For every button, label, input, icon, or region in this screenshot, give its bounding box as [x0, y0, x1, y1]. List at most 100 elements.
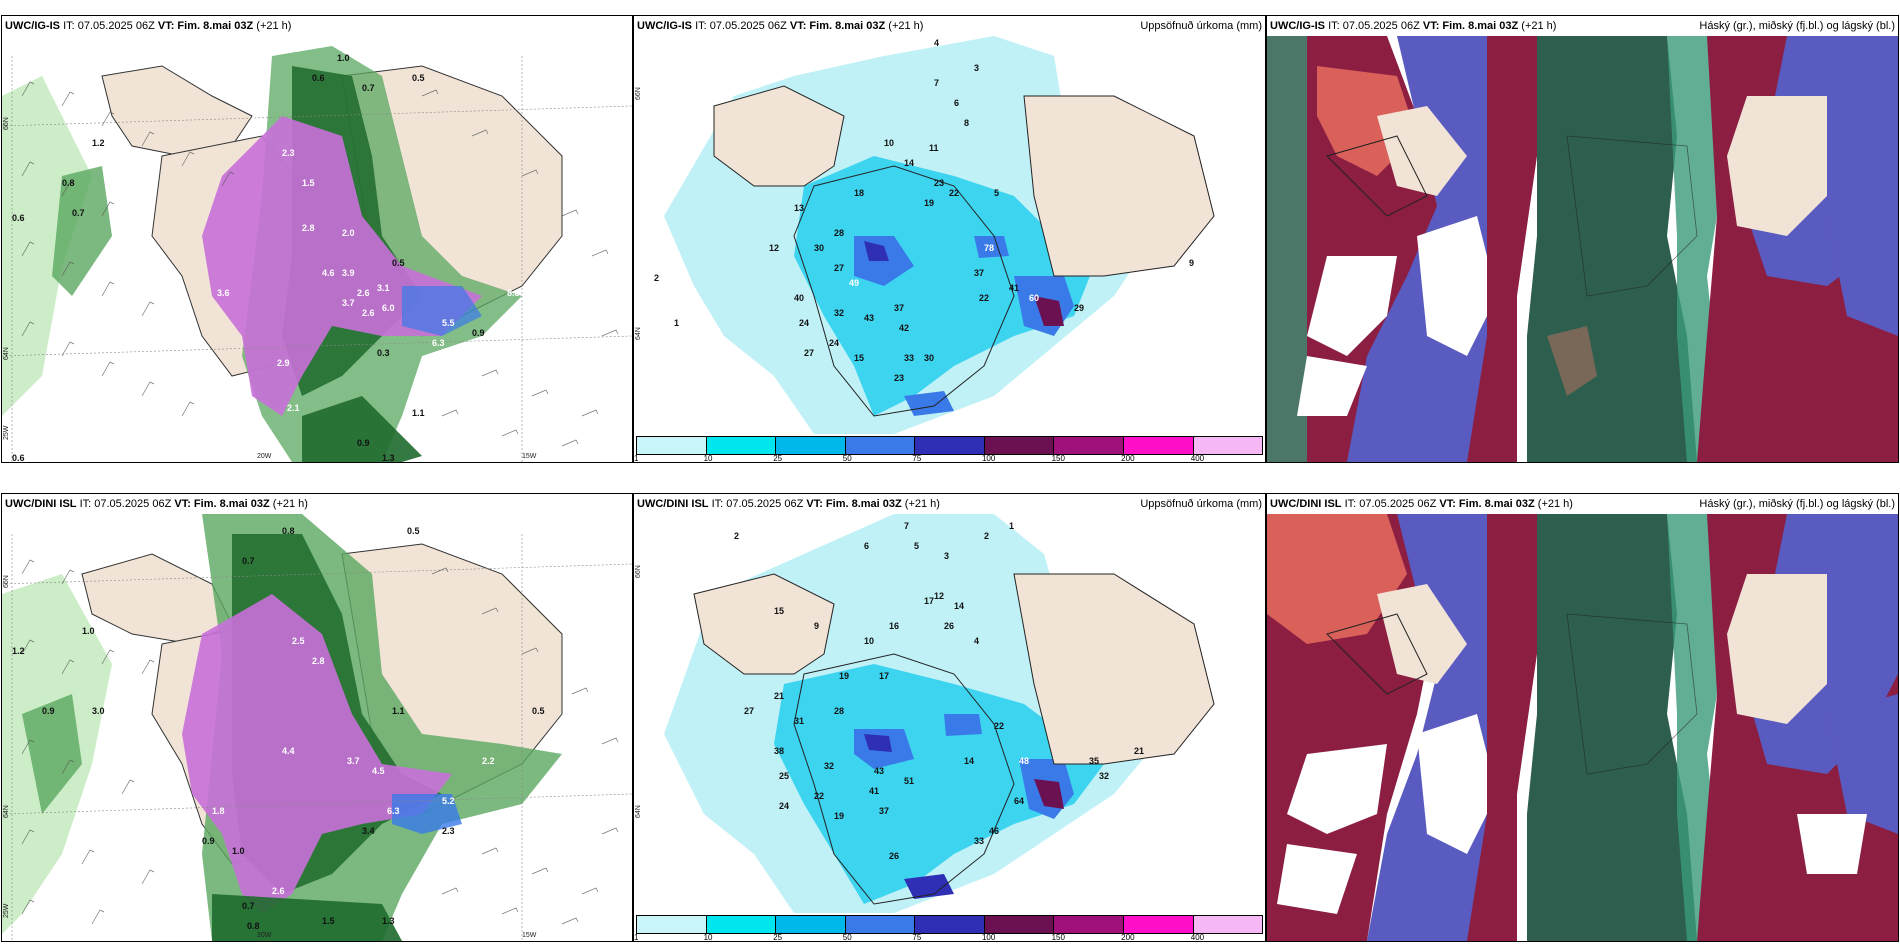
legend-label: 1: [634, 454, 639, 463]
legend-swatch: [1193, 916, 1263, 933]
wind-value: 3.7: [347, 756, 360, 766]
legend-label: 25: [773, 454, 783, 463]
panel-header: UWC/DINI ISL IT: 07.05.2025 06Z VT: Fim.…: [2, 494, 632, 514]
precip-value: 3: [944, 551, 949, 561]
panel-header: UWC/DINI ISL IT: 07.05.2025 06Z VT: Fim.…: [634, 494, 1265, 514]
precip-value: 32: [834, 308, 844, 318]
precip-value: 29: [1074, 303, 1084, 313]
wind-value: 6.0: [382, 303, 395, 313]
lead-time: (+21 h): [1521, 20, 1557, 32]
precip-value: 16: [889, 621, 899, 631]
lat-label: 66N: [3, 575, 10, 588]
model-name: UWC/IG-IS: [637, 20, 692, 32]
lat-label: 64N: [635, 327, 642, 340]
precip-value: 27: [834, 263, 844, 273]
cloud-title: Háský (gr.), miðský (fj.bl.) og lágský (…: [1699, 498, 1895, 510]
wind-value: 0.6: [12, 213, 25, 223]
wind-value: 2.9: [277, 358, 290, 368]
cloud-map-svg: [1267, 36, 1898, 462]
wind-value: 5.2: [442, 796, 455, 806]
wind-value: 0.3: [377, 348, 390, 358]
precip-value: 48: [1019, 756, 1029, 766]
precip-value: 17: [924, 596, 934, 606]
precip-value: 6: [864, 541, 869, 551]
wind-value: 5.5: [442, 318, 455, 328]
legend-swatch: [706, 916, 777, 933]
precip-value: 24: [799, 318, 809, 328]
wind-map[interactable]: 0.8 0.7 0.5 1.0 1.2 0.9 3.0 2.5 2.8 4.4 …: [2, 514, 632, 941]
precip-value: 6: [954, 98, 959, 108]
wind-value: 0.6: [12, 453, 25, 462]
wind-value: 4.5: [372, 766, 385, 776]
wind-value: 1.1: [392, 706, 405, 716]
precip-value: 64: [1014, 796, 1024, 806]
precip-value: 15: [774, 606, 784, 616]
wind-value: 1.0: [337, 53, 350, 63]
wind-value: 0.6: [312, 73, 325, 83]
lat-label: 64N: [3, 805, 10, 818]
legend-label: 75: [912, 933, 922, 942]
wind-value: 6.3: [432, 338, 445, 348]
cloud-title: Háský (gr.), miðský (fj.bl.) og lágský (…: [1699, 20, 1895, 32]
precip-map[interactable]: 4 7 3 6 8 10 11 14 23 22 19 28 30 27 40 …: [634, 36, 1265, 434]
precip-value: 25: [779, 771, 789, 781]
legend-label: 400: [1190, 933, 1205, 942]
wind-value: 1.3: [382, 453, 395, 462]
wind-value: 2.3: [282, 148, 295, 158]
precip-value: 22: [814, 791, 824, 801]
precip-value: 28: [834, 228, 844, 238]
precip-value: 9: [814, 621, 819, 631]
legend-label: 50: [842, 933, 852, 942]
legend-label: 200: [1121, 454, 1135, 463]
cloud-map[interactable]: [1267, 36, 1898, 462]
wind-value: 2.1: [287, 403, 300, 413]
model-name: UWC/IG-IS: [1270, 20, 1325, 32]
legend-swatch: [637, 916, 707, 933]
legend-label: 10: [703, 933, 713, 942]
precip-map-svg: 4 7 3 6 8 10 11 14 23 22 19 28 30 27 40 …: [634, 36, 1265, 434]
legend-label: 150: [1051, 454, 1065, 463]
precip-value: 8: [964, 118, 969, 128]
panel-wind-precip-row2: UWC/DINI ISL IT: 07.05.2025 06Z VT: Fim.…: [1, 493, 633, 942]
precip-value: 14: [964, 756, 974, 766]
precip-value: 19: [924, 198, 934, 208]
wind-value: 2.6: [357, 288, 370, 298]
valid-time: VT: Fim. 8.mai 03Z: [1439, 498, 1535, 510]
legend-swatch: [1054, 437, 1124, 454]
precip-map-svg: 2 7 6 5 3 2 1 12 14 17 26 16 10 4 15 9 2…: [634, 514, 1265, 913]
panel-header: UWC/IG-IS IT: 07.05.2025 06Z VT: Fim. 8.…: [2, 16, 632, 36]
wind-map-svg: 0.8 0.7 0.5 1.0 1.2 0.9 3.0 2.5 2.8 4.4 …: [2, 514, 632, 941]
precip-value: 7: [904, 521, 909, 531]
legend-label: 75: [912, 454, 922, 463]
init-time: IT: 07.05.2025 06Z: [79, 498, 172, 510]
legend-swatches: [636, 436, 1263, 455]
wind-value: 2.8: [302, 223, 315, 233]
wind-value: 1.8: [212, 806, 225, 816]
wind-value: 2.8: [312, 656, 325, 666]
wind-value: 4.6: [322, 268, 335, 278]
precip-value: 26: [889, 851, 899, 861]
precip-value: 28: [834, 706, 844, 716]
precip-value: 19: [839, 671, 849, 681]
wind-value: 0.7: [362, 83, 375, 93]
wind-value: 0.8: [282, 526, 295, 536]
panel-clouds-row2: UWC/DINI ISL IT: 07.05.2025 06Z VT: Fim.…: [1266, 493, 1899, 942]
wind-map[interactable]: 1.0 0.6 0.5 0.7 2.3 1.5 3.6 4.6 3.9 2.6 …: [2, 36, 632, 462]
precip-title: Uppsöfnuð úrkoma (mm): [1140, 20, 1262, 32]
wind-value: 0.7: [242, 901, 255, 911]
precip-value: 11: [929, 143, 939, 153]
wind-value: 3.6: [217, 288, 230, 298]
precip-value: 2: [654, 273, 659, 283]
panel-header: UWC/IG-IS IT: 07.05.2025 06Z VT: Fim. 8.…: [634, 16, 1265, 36]
cloud-map[interactable]: [1267, 514, 1898, 941]
legend-swatch: [1193, 437, 1263, 454]
precip-value: 22: [949, 188, 959, 198]
wind-value: 0.7: [242, 556, 255, 566]
precip-value: 2: [734, 531, 739, 541]
wind-value: 0.7: [72, 208, 85, 218]
legend-swatch: [915, 437, 985, 454]
precip-map[interactable]: 2 7 6 5 3 2 1 12 14 17 26 16 10 4 15 9 2…: [634, 514, 1265, 913]
wind-value: 3.9: [342, 268, 355, 278]
wind-value: 0.9: [202, 836, 215, 846]
model-name: UWC/DINI ISL: [637, 498, 709, 510]
